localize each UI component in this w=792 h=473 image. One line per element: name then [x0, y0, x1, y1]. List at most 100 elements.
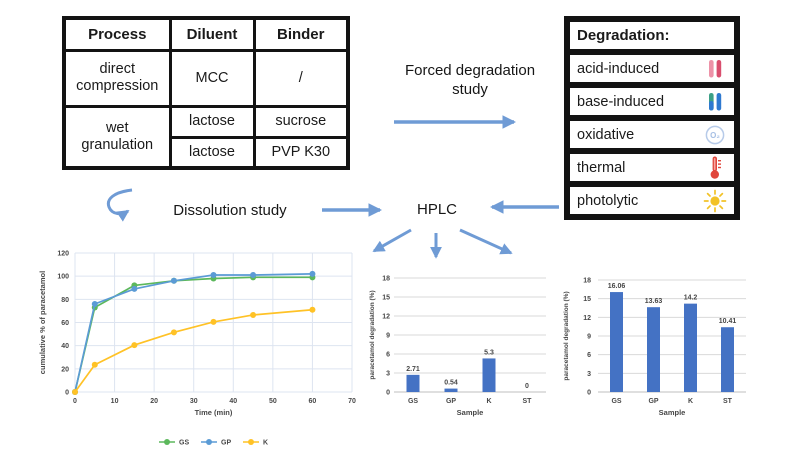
svg-text:O₂: O₂ [710, 131, 720, 140]
dissolution-study-label: Dissolution study [173, 202, 287, 219]
degradation-item-base: base-induced [568, 86, 736, 117]
svg-text:15: 15 [583, 296, 591, 303]
degradation-panel-title: Degradation: [568, 20, 736, 51]
table-to-dissolution-curved-arrow [106, 188, 133, 222]
bar-value-label: 13.63 [645, 298, 663, 305]
svg-text:12: 12 [583, 315, 591, 322]
svg-text:0: 0 [587, 390, 591, 397]
oxygen-circle-icon: O₂ [703, 122, 727, 148]
table-cell-diluent-mcc: MCC [168, 48, 256, 108]
svg-text:80: 80 [61, 297, 69, 304]
series-K [72, 306, 316, 395]
base-test-tubes-icon [703, 89, 727, 115]
bar-GP [647, 307, 660, 392]
x-axis-title: Time (min) [195, 408, 233, 417]
sun-icon [703, 188, 727, 214]
table-header-binder: Binder [252, 16, 350, 52]
svg-text:6: 6 [587, 352, 591, 359]
svg-text:12: 12 [382, 314, 390, 321]
table-cell-process-wet-granulation: wet granulation [62, 104, 172, 170]
svg-text:9: 9 [386, 333, 390, 340]
bar-value-label: 0 [525, 383, 529, 390]
degradation-item-acid: acid-induced [568, 53, 736, 84]
svg-text:6: 6 [386, 352, 390, 359]
svg-text:20: 20 [150, 398, 158, 405]
category-label: K [486, 398, 491, 405]
category-label: ST [723, 398, 733, 405]
category-label: GS [408, 398, 418, 405]
svg-text:10: 10 [111, 398, 119, 405]
hplc-to-line-chart-arrow [372, 228, 412, 253]
dissolution-line-chart: 0 10 20 30 40 50 60 70 0 20 40 60 80 100 120 Time (min)… [33, 246, 375, 456]
y-axis-title: paracetamol degradation (%) [369, 290, 376, 379]
degradation-bar-chart-forced: 0 3 6 9 12 15 18 16.06 GS 13.63 GP 14.2 K 10.41 ST Samp… [558, 256, 770, 426]
table-cell-diluent-lactose-2: lactose [168, 135, 256, 170]
thermometer-icon [703, 155, 727, 181]
svg-text:GP: GP [221, 440, 231, 447]
degradation-title-text: Degradation: [577, 27, 670, 44]
svg-text:15: 15 [382, 295, 390, 302]
y-axis-title: paracetamol degradation (%) [563, 291, 570, 380]
svg-text:18: 18 [583, 278, 591, 285]
svg-text:9: 9 [587, 334, 591, 341]
category-label: K [688, 398, 693, 405]
table-header-diluent: Diluent [168, 16, 256, 52]
category-label: GP [446, 398, 456, 405]
bar-value-label: 16.06 [608, 283, 626, 290]
svg-text:3: 3 [587, 371, 591, 378]
svg-text:0: 0 [386, 390, 390, 397]
degradation-item-label: oxidative [577, 126, 635, 143]
grid [394, 277, 546, 393]
svg-text:120: 120 [57, 251, 69, 258]
bar-GP [444, 388, 458, 392]
svg-text:100: 100 [57, 274, 69, 281]
category-label: GS [611, 398, 621, 405]
svg-text:GS: GS [179, 440, 189, 447]
degradation-panel: Degradation: acid-induced base-induced [564, 16, 740, 220]
bar-value-label: 10.41 [719, 318, 737, 325]
degradation-item-oxidative: oxidative O₂ [568, 119, 736, 150]
table-cell-binder-sucrose: sucrose [252, 104, 350, 139]
table-cell-diluent-lactose-1: lactose [168, 104, 256, 139]
category-label: ST [523, 398, 533, 405]
bar-K [684, 303, 697, 392]
legend: GS GP K [159, 439, 268, 447]
bar-GS [610, 292, 623, 392]
acid-test-tubes-icon [703, 56, 727, 82]
bar-value-label: 0.54 [444, 380, 458, 387]
hplc-label: HPLC [416, 201, 457, 218]
svg-text:20: 20 [61, 366, 69, 373]
degradation-bar-chart-dissolved: 0 3 6 9 12 15 18 2.71 GS 0.54 GP 5.3 K 0 ST Sample parac… [366, 256, 566, 426]
y-axis-title: cumulative % of paracetamol [38, 271, 47, 374]
svg-text:30: 30 [190, 398, 198, 405]
svg-text:3: 3 [386, 371, 390, 378]
x-axis-title: Sample [659, 408, 686, 417]
bar-ST [721, 327, 734, 392]
svg-text:70: 70 [348, 398, 356, 405]
svg-text:K: K [263, 440, 268, 447]
table-cell-binder-pvp-k30: PVP K30 [252, 135, 350, 170]
table-header-process: Process [62, 16, 172, 52]
bar-value-label: 14.2 [684, 295, 698, 302]
svg-text:0: 0 [73, 398, 77, 405]
svg-text:40: 40 [229, 398, 237, 405]
table-cell-binder-none: / [252, 48, 350, 108]
svg-text:60: 60 [309, 398, 317, 405]
svg-text:50: 50 [269, 398, 277, 405]
bar-value-label: 2.71 [406, 366, 420, 373]
category-label: GP [648, 398, 658, 405]
bar-GS [406, 374, 420, 392]
svg-text:18: 18 [382, 276, 390, 283]
svg-text:0: 0 [65, 390, 69, 397]
formulation-table: Process Diluent Binder direct compressio… [62, 16, 350, 170]
svg-text:60: 60 [61, 320, 69, 327]
hplc-to-right-chart-arrow [459, 228, 513, 255]
table-cell-process-direct-compression: direct compression [62, 48, 172, 108]
degradation-item-thermal: thermal [568, 152, 736, 183]
degradation-item-label: acid-induced [577, 60, 660, 77]
forced-degradation-study-label: Forced degradation study [404, 62, 536, 98]
x-axis-title: Sample [457, 408, 484, 417]
svg-text:40: 40 [61, 343, 69, 350]
degradation-item-photolytic: photolytic [568, 185, 736, 216]
